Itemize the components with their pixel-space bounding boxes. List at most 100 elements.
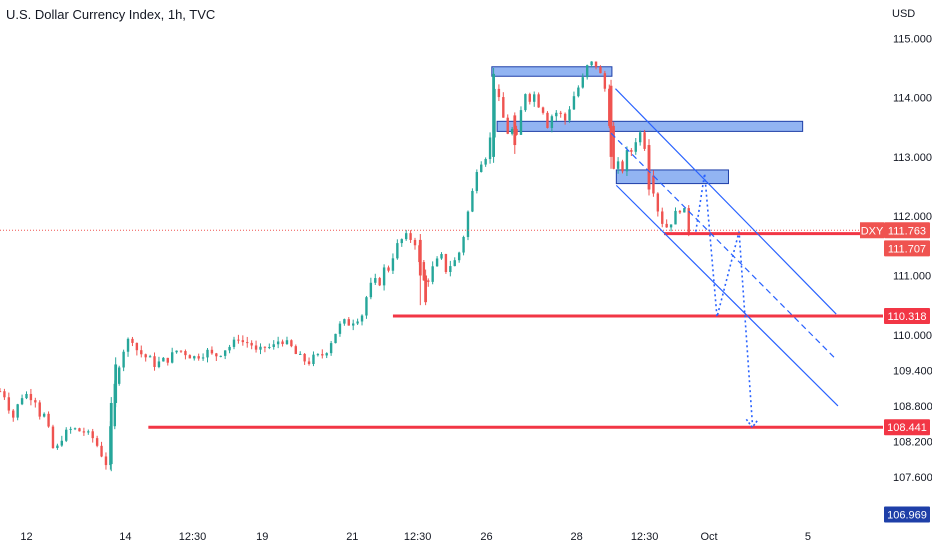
candle-body [268, 346, 271, 348]
candle-body [263, 346, 267, 348]
candle-body [687, 208, 690, 233]
candle-body [581, 77, 584, 88]
support-price-label-bg [884, 307, 930, 324]
price-axis: USD 115.000 114.000 113.000 112.000 111.000 11… [892, 8, 932, 484]
price-labels: DXY 111.763 111.707 110.318 108.441 106.969 [860, 222, 930, 523]
candle-body [193, 356, 196, 359]
bottom-price-label: 106.969 [887, 510, 927, 522]
candle-body [396, 243, 399, 259]
x-tick-label: 12:30 [631, 531, 659, 543]
candle-body [148, 356, 152, 358]
candle-body [630, 150, 633, 152]
support-price-label: 110.318 [888, 311, 927, 323]
candle-body [325, 353, 328, 356]
candle-body [555, 112, 558, 117]
candle-body [634, 142, 637, 152]
chart-title: U.S. Dollar Currency Index, 1h, TVC [6, 7, 216, 22]
candle-body [144, 354, 147, 358]
candle-body [453, 260, 456, 267]
candle-body [625, 150, 629, 172]
candle-body [188, 355, 192, 359]
candle-body [113, 383, 116, 427]
candle-body [25, 393, 28, 399]
candle-body [577, 87, 580, 97]
candle-body [237, 339, 240, 341]
candle-body [215, 353, 218, 357]
y-tick-label: 114.000 [893, 93, 932, 105]
x-tick-label: 5 [805, 531, 811, 543]
candle-body [488, 137, 492, 160]
candle-body [51, 426, 55, 449]
y-tick-label: 110.000 [893, 330, 932, 342]
candle-body [528, 94, 531, 102]
candle-body [594, 61, 598, 67]
candle-body [65, 429, 68, 441]
candle-body [3, 391, 6, 398]
candle-body [232, 339, 236, 347]
candle-body [559, 112, 562, 114]
candle-body [285, 340, 289, 345]
candle-body [131, 338, 134, 343]
y-tick-label: 109.400 [893, 365, 932, 377]
candle-body [599, 66, 602, 74]
candle-body [197, 356, 200, 359]
x-tick-label: 28 [570, 531, 582, 543]
candle-body [56, 445, 59, 449]
candle-body [462, 236, 465, 253]
candle-body [515, 128, 518, 135]
candle-body [665, 223, 668, 228]
candle-body [422, 262, 426, 281]
channel-midline [610, 132, 836, 359]
candle-body [91, 431, 94, 439]
candle-body [424, 275, 428, 303]
candle-body [246, 342, 249, 344]
candle-body [603, 73, 607, 89]
support-price-label: 108.441 [887, 422, 927, 434]
candle-body [338, 323, 342, 334]
levels-layer [0, 229, 883, 429]
candle-body [608, 88, 611, 126]
candle-body [87, 431, 90, 433]
candle-body [550, 116, 554, 128]
candle-body [104, 456, 108, 466]
candle-body [60, 440, 64, 446]
candle-body [162, 357, 165, 362]
ref-price-label: 111.707 [888, 243, 926, 255]
candle-body [563, 113, 567, 121]
x-tick-label: 12:30 [179, 531, 207, 543]
candle-body [82, 431, 86, 433]
candle-body [683, 208, 686, 213]
candle-body [568, 109, 571, 121]
candle-body [166, 357, 169, 363]
candle-body [475, 172, 479, 191]
candle-body [669, 224, 673, 228]
candle-body [440, 254, 443, 259]
candle-body [157, 361, 161, 367]
symbol-badge: DXY [861, 225, 884, 237]
candle-body [638, 132, 642, 143]
candle-body [466, 211, 470, 237]
x-tick-label: 14 [119, 531, 131, 543]
candle-body [170, 352, 174, 363]
supply-zone [491, 66, 613, 77]
candle-body [502, 97, 505, 118]
y-tick-label: 112.000 [893, 211, 932, 223]
candle-body [153, 356, 156, 367]
x-tick-label: 26 [480, 531, 492, 543]
candle-body [510, 128, 514, 134]
candle-body [506, 117, 509, 134]
candle-body [347, 319, 350, 326]
candle-body [369, 282, 373, 298]
candle-body [100, 445, 103, 457]
candle-body [34, 400, 37, 403]
y-tick-label: 108.800 [893, 401, 932, 413]
candle-body [16, 404, 19, 418]
candle-body [0, 391, 2, 393]
candle-body [73, 428, 77, 430]
candle-body [572, 96, 576, 110]
candle-body [299, 353, 302, 355]
candle-body [294, 346, 298, 355]
candle-body [513, 115, 517, 146]
candle-body [674, 210, 677, 225]
